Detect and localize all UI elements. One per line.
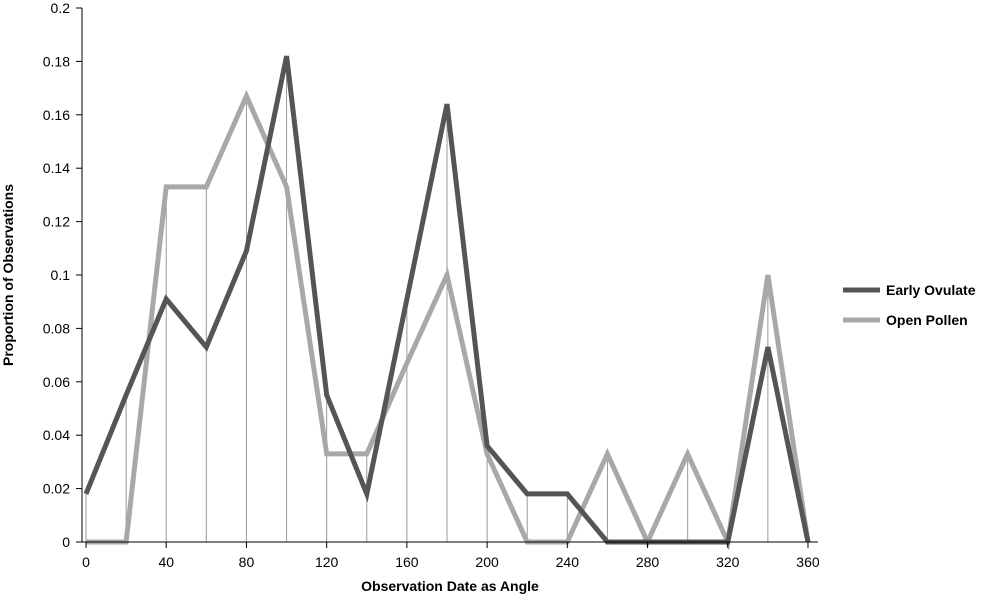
- y-tick-label: 0.18: [43, 53, 70, 69]
- drop-lines: [85, 56, 769, 542]
- y-tick-label: 0.08: [43, 320, 70, 336]
- x-tick-label: 160: [395, 554, 419, 570]
- x-tick-label: 280: [636, 554, 660, 570]
- y-tick-label: 0.02: [43, 481, 70, 497]
- x-tick-label: 0: [82, 554, 90, 570]
- x-tick-label: 200: [475, 554, 499, 570]
- y-tick-label: 0.2: [51, 0, 71, 16]
- y-tick-label: 0: [62, 534, 70, 550]
- y-tick-label: 0.04: [43, 427, 70, 443]
- x-axis-title: Observation Date as Angle: [361, 578, 539, 594]
- legend: Early Ovulate Open Pollen: [843, 282, 976, 328]
- legend-label: Early Ovulate: [886, 282, 976, 298]
- x-tick-label: 360: [796, 554, 820, 570]
- y-tick-label: 0.14: [43, 160, 70, 176]
- y-tick-label: 0.06: [43, 374, 70, 390]
- y-ticks: 0 0.02 0.04 0.06 0.08 0.1 0.12 0.14 0.16 0.18 0.2: [43, 0, 82, 550]
- x-tick-label: 80: [239, 554, 255, 570]
- y-tick-label: 0.1: [51, 267, 71, 283]
- x-tick-label: 120: [315, 554, 339, 570]
- axes: [81, 8, 818, 543]
- legend-label: Open Pollen: [886, 312, 968, 328]
- y-axis-title: Proportion of Observations: [0, 184, 16, 366]
- x-tick-label: 320: [716, 554, 740, 570]
- y-tick-label: 0.16: [43, 107, 70, 123]
- x-tick-label: 240: [556, 554, 580, 570]
- x-tick-label: 40: [158, 554, 174, 570]
- y-tick-label: 0.12: [43, 214, 70, 230]
- x-ticks: 0 40 80 120 160 200 240 280 320 360: [82, 542, 820, 570]
- series-line-open-pollen: [86, 89, 811, 551]
